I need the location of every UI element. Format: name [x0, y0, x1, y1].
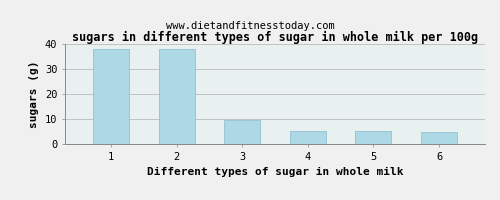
- Bar: [356, 131, 392, 144]
- Bar: [93, 49, 129, 144]
- X-axis label: Different types of sugar in whole milk: Different types of sugar in whole milk: [147, 167, 403, 177]
- Bar: [290, 131, 326, 144]
- Bar: [224, 120, 260, 144]
- Y-axis label: sugars (g): sugars (g): [30, 60, 40, 128]
- Text: www.dietandfitnesstoday.com: www.dietandfitnesstoday.com: [166, 21, 334, 31]
- Bar: [421, 132, 457, 144]
- Bar: [158, 49, 194, 144]
- Title: sugars in different types of sugar in whole milk per 100g: sugars in different types of sugar in wh…: [72, 31, 478, 44]
